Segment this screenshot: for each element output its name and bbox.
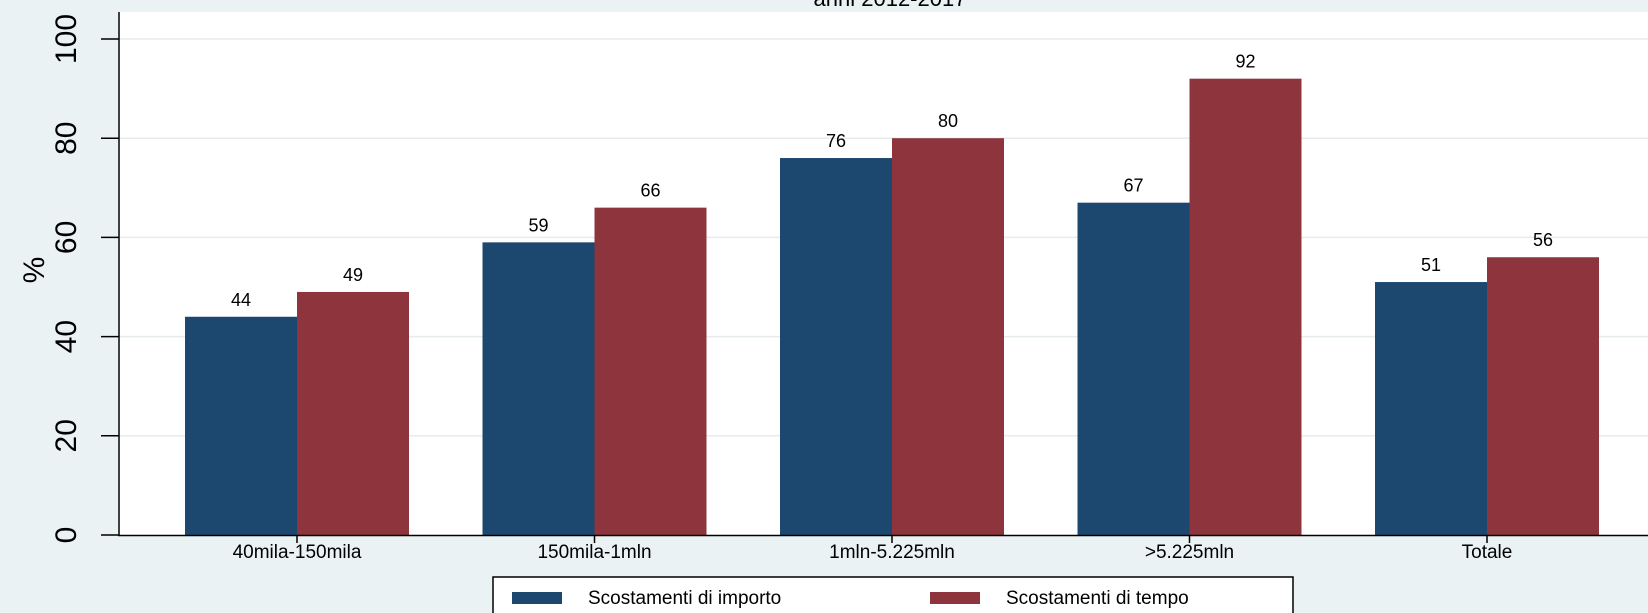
legend-swatch-tempo: [930, 592, 980, 604]
y-axis-label: %: [18, 257, 51, 284]
bar-tempo: [297, 291, 409, 535]
x-tick-label: 150mila-1mln: [537, 542, 651, 563]
bars: [185, 78, 1599, 536]
bar-tempo: [1487, 257, 1599, 535]
x-axis-ticks: 40mila-150mila 150mila-1mln 1mln-5.225mln >…: [233, 535, 1513, 563]
y-tick-label: 80: [50, 122, 83, 155]
y-axis-ticks: 0 20 40 60 80 100: [50, 14, 119, 543]
bar-value-label: 66: [640, 181, 660, 201]
chart-title: anni 2012-2017: [814, 0, 967, 11]
x-tick-label: Totale: [1462, 542, 1513, 563]
bar-value-label: 49: [343, 265, 363, 285]
bar-tempo: [892, 138, 1004, 535]
y-tick-label: 20: [50, 419, 83, 452]
y-tick-label: 100: [50, 14, 83, 64]
bar-value-label: 56: [1533, 230, 1553, 250]
legend-label-importo: Scostamenti di importo: [588, 588, 781, 609]
bar-value-label: 51: [1421, 255, 1441, 275]
bar-value-label: 67: [1123, 176, 1143, 196]
x-tick-label: 1mln-5.225mln: [829, 542, 955, 563]
value-labels: 44 49 59 66 76 80 67 92 51 56: [231, 52, 1553, 310]
legend-swatch-importo: [512, 592, 562, 604]
y-tick-label: 60: [50, 221, 83, 254]
y-tick-label: 40: [50, 320, 83, 353]
bar-tempo: [594, 207, 707, 535]
bar-importo: [482, 242, 595, 536]
bar-importo: [1077, 202, 1190, 535]
bar-value-label: 80: [938, 111, 958, 131]
legend-label-tempo: Scostamenti di tempo: [1006, 588, 1189, 609]
bar-tempo: [1189, 78, 1302, 536]
bar-value-label: 76: [826, 131, 846, 151]
legend: Scostamenti di importo Scostamenti di te…: [492, 576, 1294, 613]
bar-value-label: 59: [528, 215, 548, 235]
x-tick-label: >5.225mln: [1145, 542, 1234, 563]
bar-importo: [185, 316, 297, 535]
bar-value-label: 92: [1235, 52, 1255, 72]
bar-importo: [1375, 282, 1487, 535]
y-tick-label: 0: [50, 527, 83, 544]
bar-importo: [780, 158, 892, 536]
bar-value-label: 44: [231, 290, 251, 310]
x-tick-label: 40mila-150mila: [233, 542, 362, 563]
legend-box: [492, 576, 1294, 613]
